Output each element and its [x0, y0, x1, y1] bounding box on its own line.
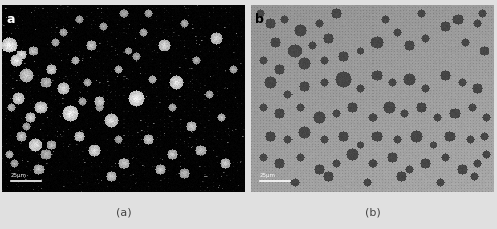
Text: a: a: [6, 13, 14, 26]
Text: 25μm: 25μm: [259, 173, 275, 178]
Text: (a): (a): [116, 208, 132, 218]
Text: b: b: [254, 13, 263, 26]
Text: 25μm: 25μm: [11, 173, 27, 178]
Text: (b): (b): [365, 208, 381, 218]
